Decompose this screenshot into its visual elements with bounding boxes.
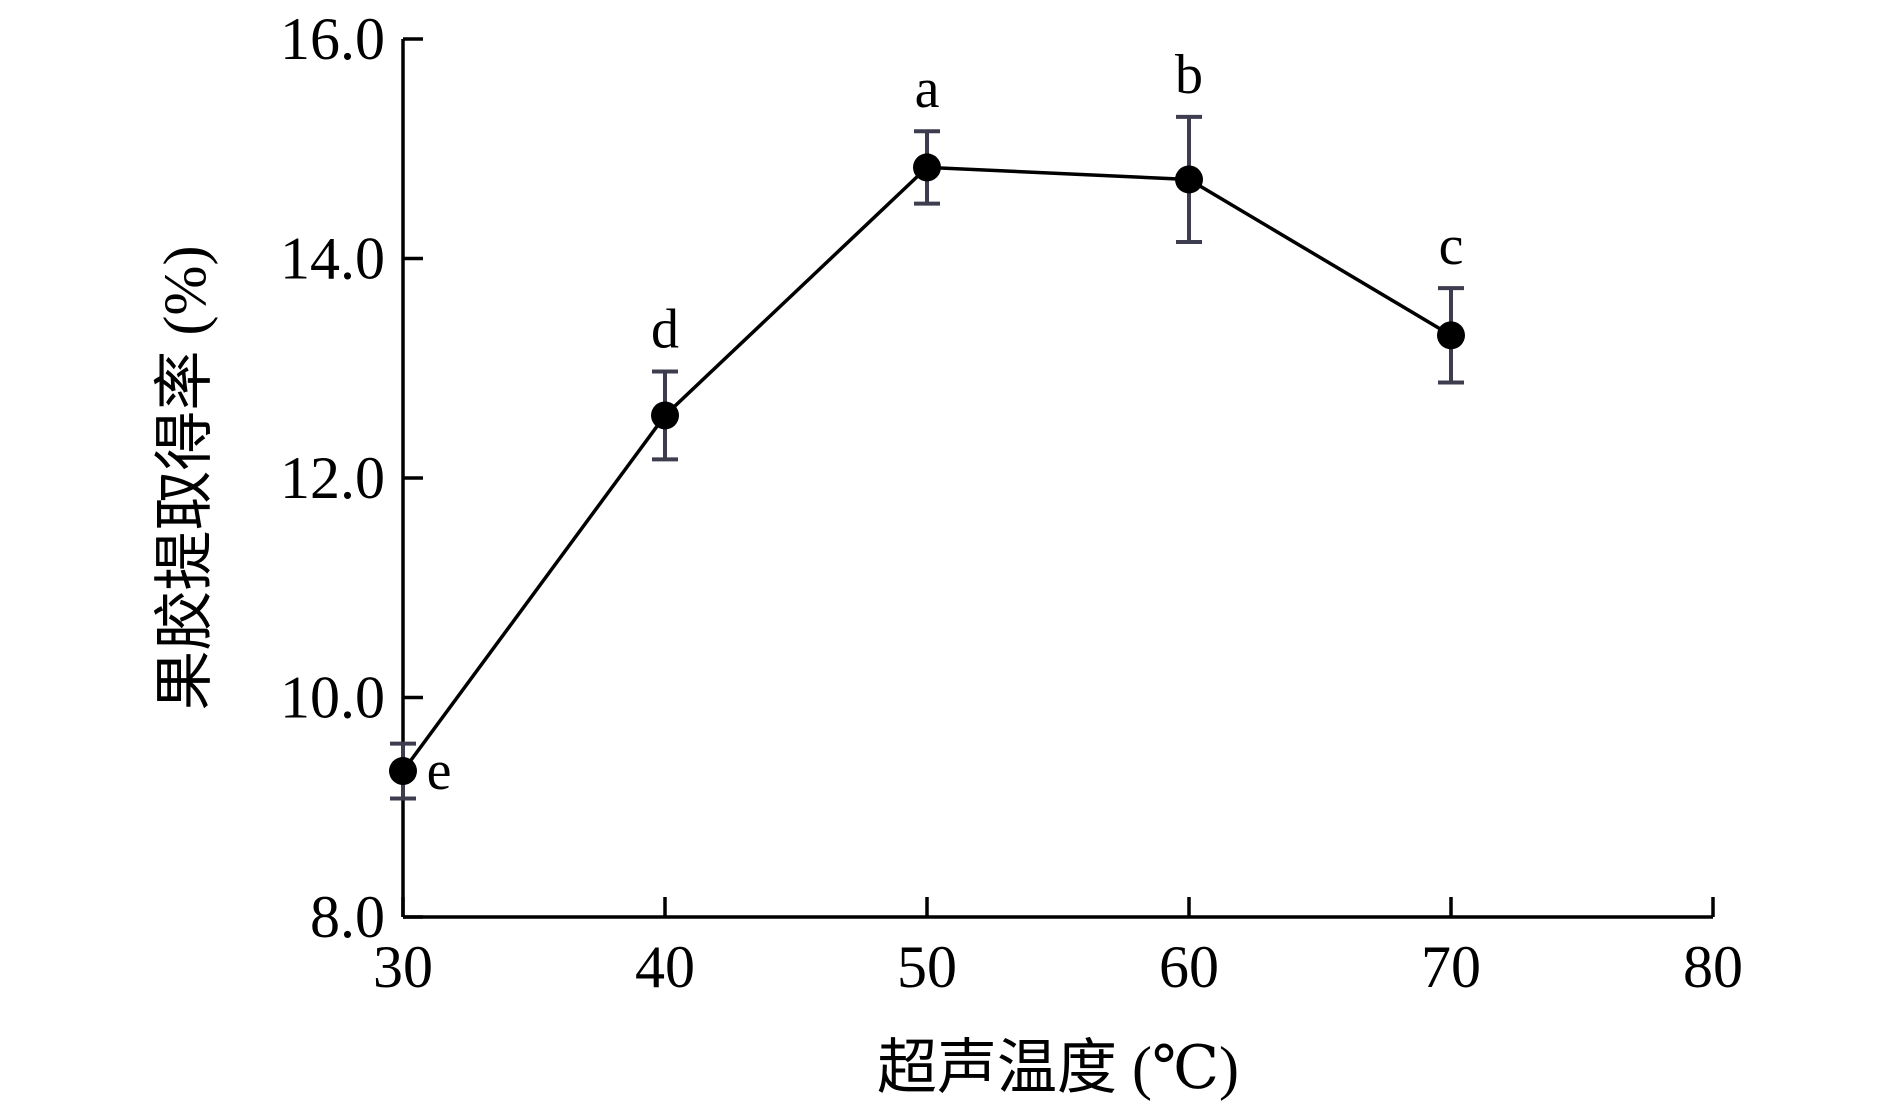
ticks: 30 40 50 60 70 80 8.0 10.0 12.0 14.0 16.0	[280, 6, 1743, 1000]
x-tick-label: 50	[897, 934, 957, 1000]
x-tick-label: 80	[1683, 934, 1743, 1000]
data-point	[913, 153, 941, 182]
y-tick-label: 14.0	[280, 226, 385, 292]
x-axis-title: 超声温度 (℃)	[877, 1035, 1239, 1101]
axes	[401, 39, 1713, 919]
data-point	[1175, 165, 1203, 194]
data-point	[389, 757, 417, 786]
significance-label: c	[1439, 215, 1464, 277]
x-tick-label: 60	[1159, 934, 1219, 1000]
error-bars	[390, 114, 1464, 801]
significance-label: b	[1175, 44, 1203, 106]
y-tick-label: 10.0	[280, 665, 385, 731]
data-point	[1437, 321, 1465, 350]
y-axis-title: 果胶提取得率 (%)	[152, 246, 218, 711]
data-point	[651, 401, 679, 430]
significance-label: a	[915, 58, 940, 120]
x-tick-label: 40	[635, 934, 695, 1000]
y-tick-label: 8.0	[310, 884, 385, 950]
x-tick-label: 30	[373, 934, 433, 1000]
x-tick-label: 70	[1421, 934, 1481, 1000]
y-tick-label: 16.0	[280, 6, 385, 72]
significance-label: e	[427, 740, 452, 802]
data-points	[389, 153, 1465, 786]
significance-labels: e d a b c	[427, 44, 1464, 802]
y-tick-label: 12.0	[280, 445, 385, 511]
significance-label: d	[651, 299, 679, 361]
series-line	[401, 165, 1452, 773]
